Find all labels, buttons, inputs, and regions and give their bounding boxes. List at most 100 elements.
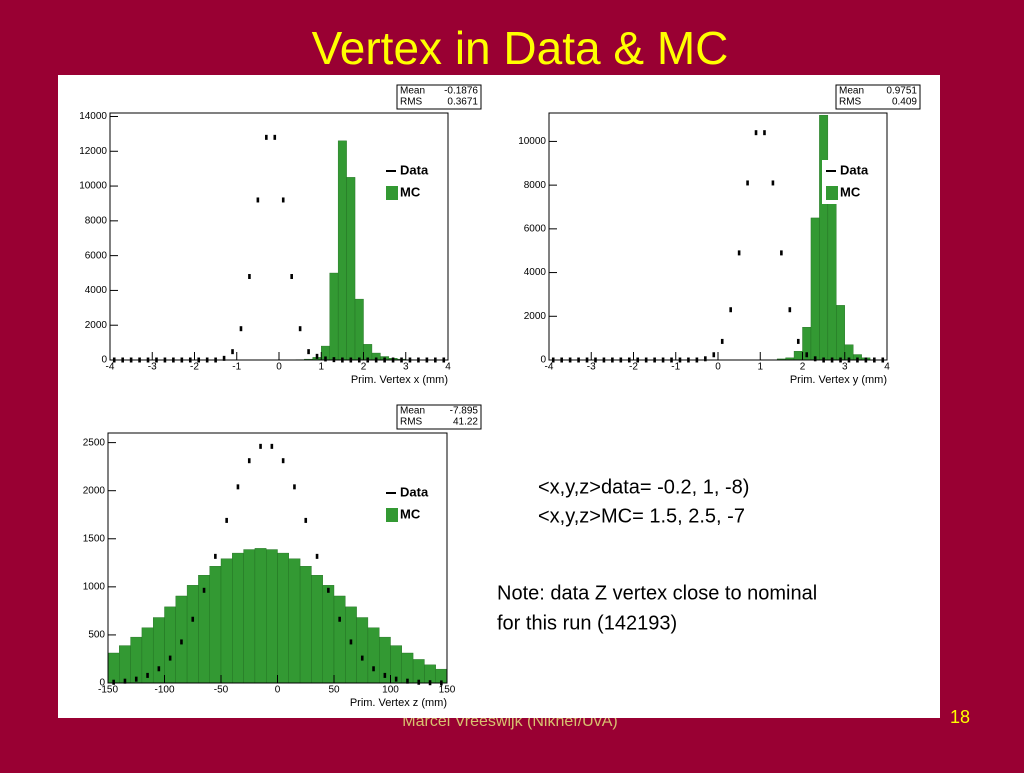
mc-bar: [108, 653, 119, 683]
data-point: [265, 135, 268, 140]
data-point: [763, 130, 766, 135]
y-tick-label: 2500: [83, 437, 106, 448]
legend-label: Data: [400, 162, 429, 177]
data-point: [395, 677, 398, 682]
mc-bar: [311, 575, 322, 683]
data-point: [307, 349, 310, 354]
data-point: [293, 484, 296, 489]
data-point: [248, 458, 251, 463]
data-point: [282, 197, 285, 202]
y-tick-label: 2000: [83, 485, 106, 496]
data-point: [304, 518, 307, 523]
x-tick-label: -2: [190, 362, 199, 373]
x-tick-label: -100: [154, 685, 174, 696]
x-tick-label: 2: [800, 362, 806, 373]
mc-bar: [153, 618, 164, 683]
mc-bar: [266, 550, 277, 683]
data-point: [772, 180, 775, 185]
data-point: [135, 677, 138, 682]
y-tick-label: 6000: [524, 223, 547, 234]
y-tick-label: 6000: [85, 250, 108, 261]
x-tick-label: 3: [842, 362, 848, 373]
data-point: [237, 484, 240, 489]
x-tick-label: 4: [445, 362, 451, 373]
legend-label: Data: [840, 162, 869, 177]
y-tick-label: 8000: [524, 180, 547, 191]
stats-label: RMS: [400, 417, 423, 428]
data-point: [257, 197, 260, 202]
data-point: [384, 673, 387, 678]
x-tick-label: -4: [545, 362, 554, 373]
data-point: [704, 356, 707, 361]
y-tick-label: 12000: [79, 146, 107, 157]
data-point: [712, 352, 715, 357]
data-point: [327, 588, 330, 593]
data-point: [372, 666, 375, 671]
mc-bar: [345, 607, 356, 683]
data-point: [797, 339, 800, 344]
x-tick-label: 0: [715, 362, 721, 373]
y-tick-label: 8000: [85, 215, 108, 226]
data-point: [746, 180, 749, 185]
x-tick-label: -4: [106, 362, 115, 373]
data-point: [290, 274, 293, 279]
data-point: [299, 326, 302, 331]
mc-bar: [334, 596, 345, 683]
legend-label: Data: [400, 484, 429, 499]
stats-value: -7.895: [450, 406, 479, 417]
stats-label: RMS: [839, 97, 862, 108]
data-point: [324, 356, 327, 361]
data-point: [282, 458, 285, 463]
stats-value: 0.409: [892, 97, 917, 108]
mc-bar: [355, 299, 363, 360]
y-tick-label: 1500: [83, 533, 106, 544]
stats-value: 0.9751: [886, 86, 917, 97]
x-tick-label: -3: [587, 362, 596, 373]
data-point: [789, 307, 792, 312]
summary-line: <x,y,z>data= -0.2, 1, -8): [538, 476, 749, 498]
data-point: [273, 135, 276, 140]
data-point: [417, 680, 420, 685]
mc-bar: [347, 177, 355, 360]
x-axis-label: Prim. Vertex y (mm): [790, 374, 887, 386]
mc-bar: [323, 585, 334, 683]
mc-bar: [278, 553, 289, 683]
x-tick-label: 0: [276, 362, 282, 373]
mc-bar: [819, 115, 827, 360]
x-tick-label: 4: [884, 362, 890, 373]
data-point: [271, 444, 274, 449]
data-point: [191, 617, 194, 622]
mc-bar: [210, 566, 221, 683]
mc-bar: [794, 351, 802, 360]
mc-bar: [338, 141, 346, 360]
mc-bar: [402, 653, 413, 683]
stats-label: RMS: [400, 97, 423, 108]
data-point: [805, 352, 808, 357]
data-point: [146, 673, 149, 678]
mc-bar: [255, 548, 266, 683]
y-tick-label: 4000: [85, 285, 108, 296]
data-point: [169, 656, 172, 661]
mc-bar: [811, 218, 819, 360]
x-tick-label: -50: [214, 685, 229, 696]
y-tick-label: 2000: [524, 311, 547, 322]
y-tick-label: 2000: [85, 320, 108, 331]
data-point: [350, 639, 353, 644]
mc-bar: [357, 618, 368, 683]
mc-bar: [221, 559, 232, 683]
x-tick-label: -3: [148, 362, 157, 373]
stats-value: 0.3671: [447, 97, 478, 108]
data-point: [259, 444, 262, 449]
data-point: [814, 356, 817, 361]
mc-bar: [119, 646, 130, 683]
data-point: [316, 354, 319, 359]
x-axis-label: Prim. Vertex x (mm): [351, 374, 448, 386]
y-tick-label: 1000: [83, 581, 106, 592]
x-tick-label: 1: [757, 362, 763, 373]
stats-label: Mean: [839, 86, 864, 97]
note-line: for this run (142193): [497, 612, 677, 634]
data-point: [180, 639, 183, 644]
y-tick-label: 10000: [518, 136, 546, 147]
stats-label: Mean: [400, 406, 425, 417]
